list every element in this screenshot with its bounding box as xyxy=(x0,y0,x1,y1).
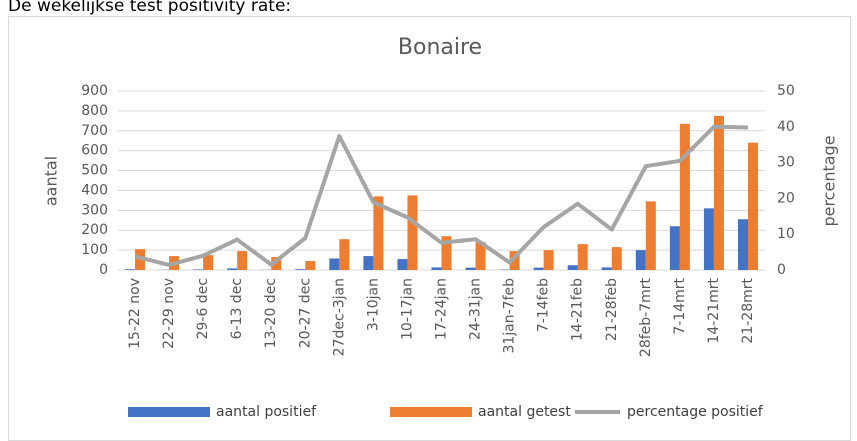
x-tick-label: 15-22 nov xyxy=(127,278,143,349)
x-tick-label: 24-31jan xyxy=(468,278,484,340)
bar xyxy=(431,267,442,270)
x-tick-label: 3-10jan xyxy=(365,278,381,331)
y-axis-title: aantal xyxy=(42,156,61,206)
x-tick-label: 17-24jan xyxy=(434,278,450,340)
bar xyxy=(193,269,204,270)
x-tick-label: 10-17jan xyxy=(399,278,415,340)
bar xyxy=(305,261,316,270)
legend-swatch xyxy=(390,407,472,417)
bar xyxy=(747,142,758,270)
bar xyxy=(577,244,588,270)
x-tick-label: 14-21mrt xyxy=(706,278,722,344)
bar xyxy=(703,208,714,270)
legend-label: percentage positief xyxy=(627,404,764,420)
chart-title: Bonaire xyxy=(398,35,482,60)
y-tick-label: 300 xyxy=(81,202,108,218)
legend-label: aantal positief xyxy=(216,404,317,420)
bar xyxy=(543,250,554,270)
x-tick-label: 28feb-7mrt xyxy=(638,277,654,357)
page-heading: De wekelijkse test positivity rate: xyxy=(8,0,291,16)
y2-tick-label: 0 xyxy=(777,262,786,278)
bar xyxy=(237,251,248,270)
bar xyxy=(441,236,452,270)
bar xyxy=(713,115,724,270)
y2-axis-title: percentage xyxy=(820,135,839,226)
y-tick-label: 200 xyxy=(81,222,108,238)
bar xyxy=(227,268,238,270)
y2-tick-label: 30 xyxy=(777,155,795,171)
bar xyxy=(669,226,680,270)
bar xyxy=(397,259,408,270)
bar xyxy=(635,250,646,270)
x-tick-label: 7-14feb xyxy=(536,278,552,332)
x-tick-label: 20-27 dec xyxy=(297,278,313,348)
y2-tick-label: 40 xyxy=(777,119,795,135)
bar xyxy=(203,255,214,270)
x-tick-label: 6-13 dec xyxy=(229,278,245,339)
bar xyxy=(407,195,418,270)
y2-tick-label: 10 xyxy=(777,226,795,242)
bar xyxy=(601,267,612,270)
bar xyxy=(271,257,282,270)
bar xyxy=(329,258,340,270)
bar xyxy=(373,196,384,270)
x-tick-label: 21-28feb xyxy=(604,278,620,341)
line-series xyxy=(134,124,749,267)
bar xyxy=(679,123,690,270)
y2-tick-label: 20 xyxy=(777,190,795,206)
y-tick-label: 400 xyxy=(81,182,108,198)
x-tick-label: 31jan-7feb xyxy=(502,278,518,354)
x-tick-label: 7-14mrt xyxy=(672,277,688,334)
chart-frame xyxy=(8,16,851,441)
legend-label: aantal getest xyxy=(478,404,571,420)
bar xyxy=(533,267,544,270)
bar xyxy=(125,269,136,270)
x-tick-label: 29-6 dec xyxy=(195,278,211,339)
x-tick-label: 22-29 nov xyxy=(161,278,177,349)
bar xyxy=(645,201,656,270)
bar xyxy=(295,269,306,270)
bar xyxy=(509,251,520,270)
y2-tick-label: 50 xyxy=(777,83,795,99)
x-tick-label: 21-28mrt xyxy=(740,278,756,344)
x-tick-label: 27dec-3jan xyxy=(331,278,347,356)
bar xyxy=(567,265,578,270)
bar xyxy=(363,256,374,270)
x-tick-label: 13-20 dec xyxy=(263,278,279,348)
y-tick-label: 600 xyxy=(81,143,108,159)
bar xyxy=(339,239,350,270)
y-tick-label: 900 xyxy=(81,83,108,99)
bar xyxy=(465,267,476,270)
y-tick-label: 0 xyxy=(99,262,108,278)
bar xyxy=(611,247,622,270)
y-tick-label: 100 xyxy=(81,242,108,258)
y-tick-label: 800 xyxy=(81,103,108,119)
y-tick-label: 700 xyxy=(81,123,108,139)
x-tick-label: 14-21feb xyxy=(570,278,586,341)
legend-swatch xyxy=(128,407,210,417)
bar xyxy=(737,219,748,270)
bar xyxy=(475,242,486,270)
y-tick-label: 500 xyxy=(81,163,108,179)
